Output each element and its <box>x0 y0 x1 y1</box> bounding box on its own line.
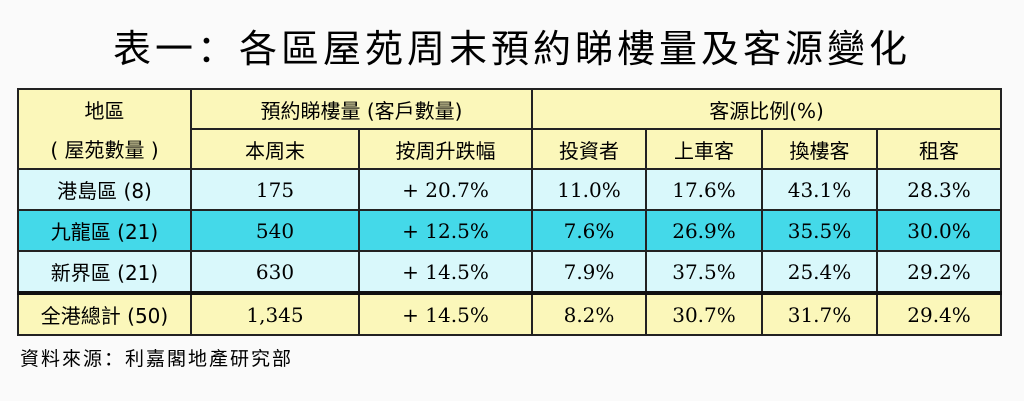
this-weekend-cell: 1,345 <box>190 291 360 336</box>
weekly-change-header: 按周升跌幅 <box>358 128 533 170</box>
this-weekend-cell: 540 <box>190 209 360 252</box>
this-weekend-header: 本周末 <box>190 128 360 170</box>
investor-cell: 7.9% <box>531 250 647 294</box>
renter-cell: 30.0% <box>875 209 1003 252</box>
weekly-change-cell: + 12.5% <box>358 209 533 252</box>
renter-cell: 28.3% <box>875 168 1003 211</box>
renter-cell: 29.4% <box>875 291 1003 336</box>
page-title: 表一：各區屋苑周末預約睇樓量及客源變化 <box>112 27 911 71</box>
this-weekend-cell: 630 <box>190 250 360 294</box>
table-row: 九龍區 (21) 540 + 12.5% 7.6% 26.9% 35.5% 30… <box>17 209 1003 252</box>
weekly-change-cell: + 20.7% <box>358 168 533 211</box>
total-row: 全港總計 (50) 1,345 + 14.5% 8.2% 30.7% 31.7%… <box>17 291 1003 336</box>
weekly-change-cell: + 14.5% <box>358 291 533 336</box>
region-header-count: ( 屋苑數量 ) <box>17 129 192 170</box>
upgrader-cell: 25.4% <box>761 250 878 294</box>
upgrader-header: 換樓客 <box>761 128 878 170</box>
header-row-1: 地區 預約睇樓量 (客戶數量) 客源比例(%) <box>17 88 1003 130</box>
first-time-header: 上車客 <box>645 128 763 170</box>
investor-cell: 11.0% <box>531 168 647 211</box>
renter-cell: 29.2% <box>875 250 1003 294</box>
renter-header: 租客 <box>875 128 1003 170</box>
upgrader-cell: 31.7% <box>761 291 878 336</box>
region-cell: 全港總計 (50) <box>17 291 192 336</box>
weekly-change-cell: + 14.5% <box>358 250 533 294</box>
source-footnote: 資料來源：利嘉閣地產研究部 <box>20 348 294 370</box>
region-header-label: 地區 <box>17 88 192 129</box>
region-cell: 新界區 (21) <box>17 250 192 294</box>
investor-cell: 8.2% <box>531 291 647 336</box>
this-weekend-cell: 175 <box>190 168 360 211</box>
booking-table: 地區 預約睇樓量 (客戶數量) 客源比例(%) ( 屋苑數量 ) 本周末 按周升… <box>17 88 1003 336</box>
upgrader-cell: 43.1% <box>761 168 878 211</box>
table-row: 港島區 (8) 175 + 20.7% 11.0% 17.6% 43.1% 28… <box>17 168 1003 211</box>
booking-group-header: 預約睇樓量 (客戶數量) <box>190 88 533 130</box>
region-cell: 港島區 (8) <box>17 168 192 211</box>
source-group-header: 客源比例(%) <box>530 88 1003 130</box>
header-row-2: ( 屋苑數量 ) 本周末 按周升跌幅 投資者 上車客 換樓客 租客 <box>17 128 1003 170</box>
first-time-cell: 37.5% <box>645 250 763 294</box>
region-cell: 九龍區 (21) <box>17 209 192 252</box>
table-row: 新界區 (21) 630 + 14.5% 7.9% 37.5% 25.4% 29… <box>17 250 1003 294</box>
upgrader-cell: 35.5% <box>761 209 878 252</box>
first-time-cell: 17.6% <box>645 168 763 211</box>
first-time-cell: 30.7% <box>645 291 763 336</box>
investor-header: 投資者 <box>531 128 647 170</box>
investor-cell: 7.6% <box>531 209 647 252</box>
first-time-cell: 26.9% <box>645 209 763 252</box>
